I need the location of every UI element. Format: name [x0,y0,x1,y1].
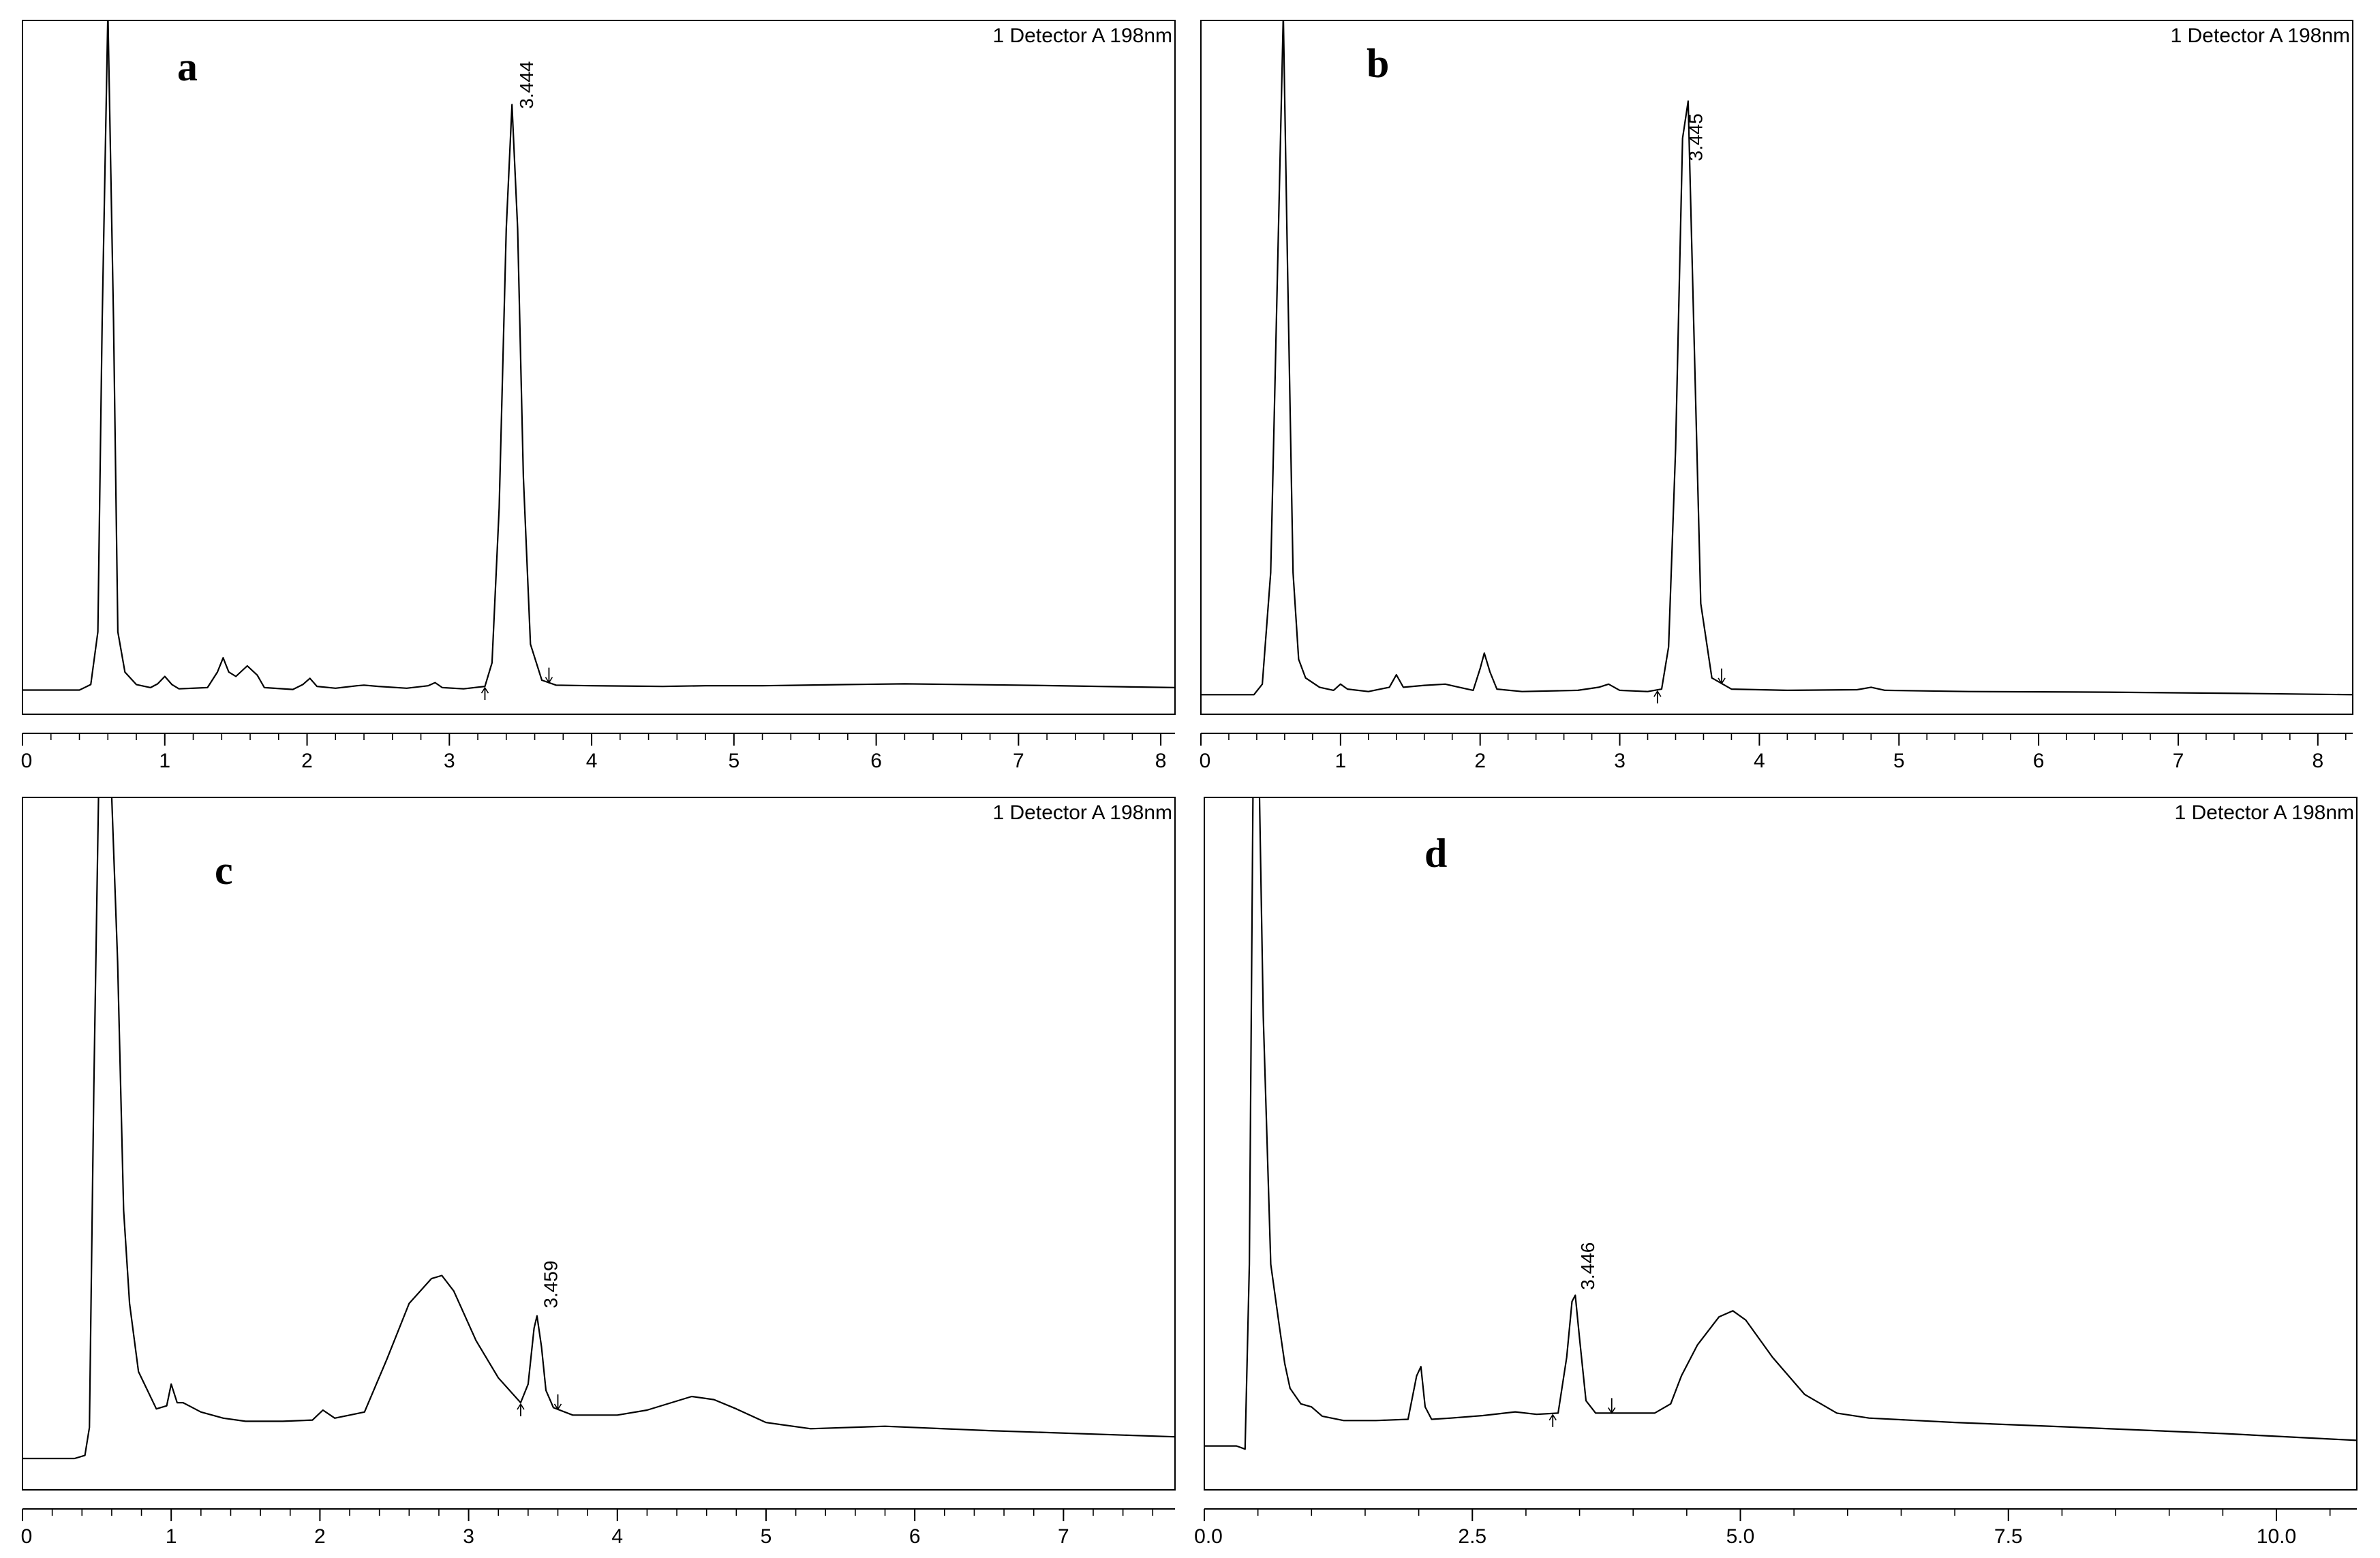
detector-label: 1 Detector A 198nm [993,801,1173,824]
panel-letter: c [215,848,233,893]
panel-letter: d [1424,831,1447,876]
x-tick-label: 2 [1474,750,1486,772]
x-tick-label: 5 [761,1525,772,1548]
x-tick-label: 3 [463,1525,474,1548]
x-tick-label: 4 [1754,750,1765,772]
chromatogram-trace [22,797,1175,1460]
x-tick-label: 7 [1013,750,1024,772]
integration-arrowhead [480,686,489,694]
x-tick-label: 2 [301,750,313,772]
panel-c: 0 1 2 3 4 5 6 7 1 Detector A 198nm c 3.459 [21,797,1176,1548]
x-tick-label: 1 [166,1525,177,1548]
panel-d: 0.0 2.5 5.0 7.5 10.0 1 Detector A 198nm d 3.446 [1194,797,2358,1548]
x-tick-label: 5 [728,750,739,772]
detector-label: 1 Detector A 198nm [2171,25,2351,47]
x-tick-label: 4 [586,750,598,772]
panel-b: 0 1 2 3 4 5 6 7 8 1 Detector A 198nm b 3.445 [1200,20,2353,772]
x-tick-label: 4 [611,1525,623,1548]
integration-arrowhead [545,677,553,684]
x-tick-label: 5.0 [1726,1525,1755,1548]
peak-retention-label: 3.445 [1685,113,1707,161]
chromatogram-trace [1201,20,2353,696]
peak-retention-label: 3.459 [540,1261,562,1309]
detector-label: 1 Detector A 198nm [2175,801,2355,824]
panel-letter: a [177,44,198,89]
plot-frame [1200,20,2353,715]
x-tick-label: 3 [444,750,455,772]
integration-arrowhead [517,1403,525,1410]
peak-retention-label: 3.444 [516,61,537,109]
x-tick-label: 8 [1155,750,1167,772]
integration-arrowhead [1653,690,1662,697]
x-tick-label: 0 [21,750,33,772]
x-tick-label: 6 [2033,750,2045,772]
peak-retention-label: 3.446 [1577,1242,1598,1290]
x-tick-label: 6 [870,750,882,772]
integration-arrowhead [1608,1407,1616,1414]
panel-letter: b [1367,41,1389,86]
x-tick-label: 7.5 [1994,1525,2023,1548]
plot-frame [1204,797,2358,1491]
plot-frame [22,20,1176,715]
x-tick-label: 6 [909,1525,921,1548]
chromatogram-trace [22,20,1175,691]
x-tick-label: 10.0 [2257,1525,2296,1548]
x-tick-label: 0 [1200,750,1211,772]
integration-arrowhead [1548,1414,1557,1421]
x-tick-label: 8 [2312,750,2323,772]
plot-frame [22,797,1176,1491]
integration-arrowhead [553,1403,562,1411]
x-tick-label: 7 [2173,750,2184,772]
chromatogram-trace [1204,797,2357,1450]
x-tick-label: 0 [21,1525,33,1548]
x-tick-label: 3 [1614,750,1626,772]
x-tick-label: 0.0 [1194,1525,1223,1548]
x-tick-label: 2 [314,1525,326,1548]
panel-a: 0 1 2 3 4 5 6 7 8 1 Detector A 198nm a 3.444 [21,20,1176,772]
x-tick-label: 1 [1335,750,1347,772]
x-tick-label: 1 [159,750,170,772]
x-tick-label: 7 [1058,1525,1069,1548]
integration-arrowhead [1718,677,1726,685]
detector-label: 1 Detector A 198nm [993,25,1173,47]
x-tick-label: 2.5 [1458,1525,1486,1548]
x-tick-label: 5 [1893,750,1905,772]
